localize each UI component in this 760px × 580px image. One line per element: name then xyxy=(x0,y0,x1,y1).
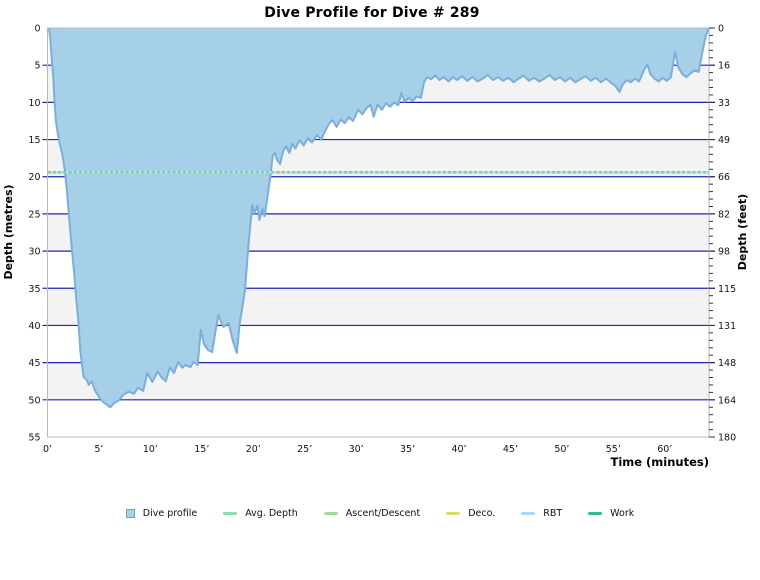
x-axis-title: Time (minutes) xyxy=(610,455,709,469)
dive-profile-area xyxy=(49,28,709,408)
left-tick-label: 45 xyxy=(28,358,40,369)
left-tick-label: 25 xyxy=(28,209,40,220)
left-tick-label: 10 xyxy=(28,98,40,109)
line-swatch-icon xyxy=(323,511,338,515)
right-tick-label: 66 xyxy=(718,172,730,183)
right-axis-ticks: 0 16 33 49 66 82 98 115 131 148 164 180 xyxy=(709,24,736,444)
line-swatch-icon xyxy=(521,511,536,515)
left-tick-label: 15 xyxy=(28,135,40,146)
legend-label: Work xyxy=(610,507,635,519)
x-tick-label: 35’ xyxy=(400,444,415,455)
legend-label: Deco. xyxy=(468,507,496,519)
left-tick-label: 40 xyxy=(28,321,40,332)
legend-item-work: Work xyxy=(588,508,634,519)
legend-label: RBT xyxy=(543,507,563,519)
legend-item-ascent-descent: Ascent/Descent xyxy=(323,507,421,519)
left-tick-label: 50 xyxy=(28,395,40,406)
x-tick-label: 5’ xyxy=(94,444,103,455)
x-tick-label: 10’ xyxy=(143,444,158,455)
dive-profile-line xyxy=(48,27,710,409)
left-axis-ticks: 0 5 10 15 20 25 30 35 40 45 50 55 xyxy=(28,24,40,444)
right-tick-label: 115 xyxy=(718,284,736,295)
legend: Dive profile Avg. Depth Ascent/Descent Deco… xyxy=(0,503,760,523)
right-tick-label: 98 xyxy=(718,247,730,258)
right-tick-label: 148 xyxy=(718,358,736,369)
left-tick-label: 0 xyxy=(34,24,40,35)
right-axis-title: Depth (feet) xyxy=(736,194,749,270)
legend-label: Ascent/Descent xyxy=(345,507,421,519)
x-tick-label: 15’ xyxy=(194,444,209,455)
x-tick-label: 0’ xyxy=(43,444,52,455)
legend-label: Avg. Depth xyxy=(245,507,298,519)
depth-band xyxy=(47,399,709,437)
line-swatch-icon xyxy=(588,511,603,515)
x-tick-label: 30’ xyxy=(349,444,364,455)
line-swatch-icon xyxy=(446,511,461,515)
plot-border xyxy=(47,27,710,438)
line-swatch-icon xyxy=(223,511,238,515)
x-tick-label: 55’ xyxy=(606,444,621,455)
left-tick-label: 30 xyxy=(28,247,40,258)
legend-item-dive-profile: Dive profile xyxy=(125,507,198,519)
right-tick-label: 131 xyxy=(718,321,736,332)
left-axis-title: Depth (metres) xyxy=(2,184,15,279)
chart-title: Dive Profile for Dive # 289 xyxy=(264,5,480,21)
x-tick-label: 40’ xyxy=(451,444,466,455)
right-tick-label: 82 xyxy=(718,209,730,220)
left-tick-label: 5 xyxy=(34,61,40,72)
left-tick-label: 35 xyxy=(28,284,40,295)
right-tick-label: 0 xyxy=(718,24,724,35)
x-axis-ticks: 0’ 5’ 10’ 15’ 20’ 25’ 30’ 35’ 40’ 45’ 50’ 55’ 60’ xyxy=(43,444,672,455)
left-tick-label: 20 xyxy=(28,172,40,183)
legend-item-deco: Deco. xyxy=(446,508,495,519)
right-tick-label: 180 xyxy=(718,433,736,444)
right-tick-label: 33 xyxy=(718,98,730,109)
legend-item-rbt: RBT xyxy=(521,508,562,519)
right-tick-label: 16 xyxy=(718,61,730,72)
x-tick-label: 20’ xyxy=(246,444,261,455)
x-tick-label: 25’ xyxy=(297,444,312,455)
right-tick-label: 164 xyxy=(718,395,736,406)
legend-label: Dive profile xyxy=(142,507,198,519)
dive-profile-chart: 0’ 5’ 10’ 15’ 20’ 25’ 30’ 35’ 40’ 45’ 50’ 55’ 60’ 0 5… xyxy=(2,24,749,470)
legend-item-avg-depth: Avg. Depth xyxy=(223,508,298,519)
square-swatch-icon xyxy=(125,508,135,518)
x-tick-label: 60’ xyxy=(657,444,672,455)
right-tick-label: 49 xyxy=(718,135,730,146)
x-tick-label: 45’ xyxy=(503,444,518,455)
x-tick-label: 50’ xyxy=(554,444,569,455)
left-tick-label: 55 xyxy=(28,433,40,444)
